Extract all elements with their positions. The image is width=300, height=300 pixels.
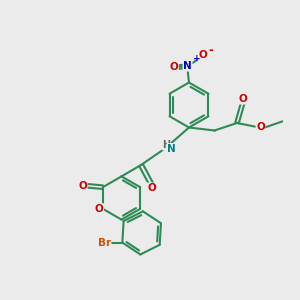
Text: +: + bbox=[193, 54, 200, 63]
Text: Br: Br bbox=[98, 238, 111, 248]
Text: O: O bbox=[238, 94, 247, 104]
Text: H: H bbox=[162, 140, 171, 150]
Text: N: N bbox=[183, 61, 192, 71]
Text: N: N bbox=[167, 143, 176, 154]
Text: O: O bbox=[256, 122, 265, 133]
Text: O: O bbox=[198, 50, 207, 61]
Text: O: O bbox=[169, 62, 178, 73]
Text: -: - bbox=[208, 44, 213, 57]
Text: O: O bbox=[78, 181, 87, 191]
Text: O: O bbox=[95, 204, 103, 214]
Text: O: O bbox=[147, 183, 156, 193]
